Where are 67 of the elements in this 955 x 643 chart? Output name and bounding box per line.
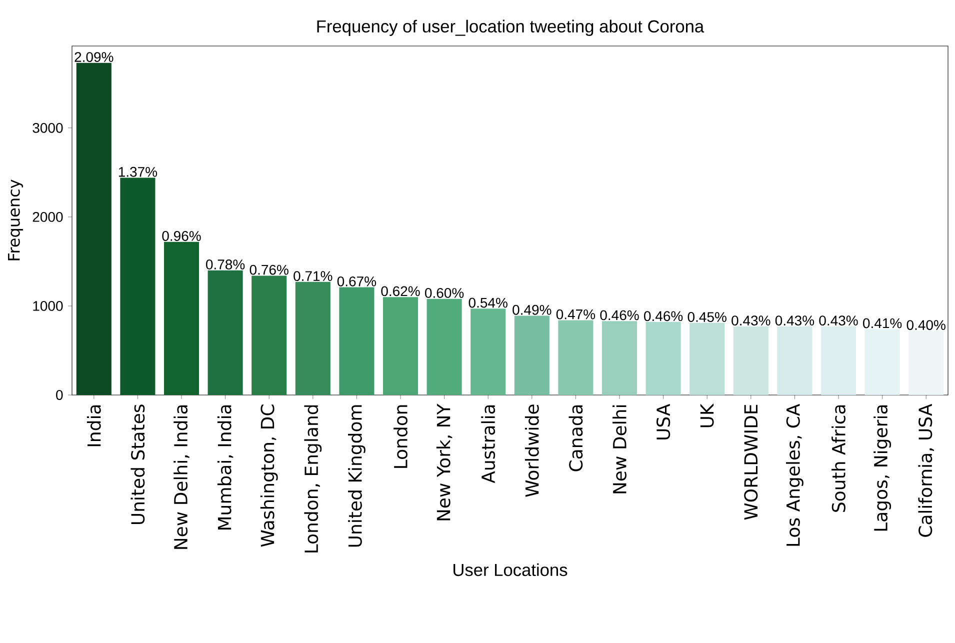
annotation: 0.71% — [294, 271, 332, 282]
bar — [558, 320, 594, 395]
y-tick-label: 0 — [56, 390, 63, 400]
bar — [908, 330, 944, 395]
annotation: 0.60% — [425, 288, 464, 298]
annotation: 0.43% — [775, 316, 814, 326]
bar — [864, 329, 900, 395]
annotation: 0.96% — [162, 231, 201, 241]
annotation: 0.47% — [556, 309, 596, 320]
x-tick-label: California, USA — [918, 404, 934, 537]
x-tick-label: London, England — [304, 405, 322, 552]
bar — [777, 326, 812, 395]
x-tick-label: Lagos, Nigeria — [874, 405, 892, 531]
annotation: 0.43% — [732, 316, 770, 326]
x-axis-title: User Locations — [454, 563, 568, 576]
x-tick-label: Washington, DC — [260, 404, 278, 547]
x-tick-label: New York, NY — [436, 404, 452, 520]
bar — [426, 298, 462, 395]
annotation: 0.78% — [206, 260, 245, 270]
x-tick-label: Australia — [481, 405, 496, 484]
bar — [164, 242, 200, 395]
x-tick-label: London — [394, 405, 408, 468]
bar — [208, 270, 243, 395]
annotation: 0.46% — [644, 311, 683, 322]
y-tick-label: 3000 — [32, 122, 63, 133]
bar — [820, 326, 856, 395]
annotation: 0.62% — [381, 286, 420, 296]
bar — [120, 178, 156, 395]
y-tick-label: 1000 — [33, 301, 63, 311]
x-tick-label: United Kingdom — [348, 405, 366, 547]
bar — [470, 308, 506, 395]
annotation: 0.40% — [906, 320, 946, 330]
bar — [295, 282, 330, 395]
bar — [514, 316, 550, 395]
x-tick-label: South Africa — [832, 405, 846, 512]
x-tick-label: Worldwide — [524, 404, 539, 497]
x-tick-label: Canada — [568, 405, 583, 472]
bar — [339, 287, 374, 395]
x-tick-label: United States — [130, 404, 145, 524]
x-tick-label: India — [86, 405, 101, 446]
x-tick-label: Mumbai, India — [217, 405, 234, 530]
x-tick-label: WORLDWIDE — [744, 404, 758, 520]
annotation: 0.54% — [468, 298, 508, 308]
x-tick-label: New Delhi, India — [174, 405, 190, 549]
bar — [646, 322, 681, 395]
annotation: 0.41% — [863, 318, 902, 328]
annotation: 1.37% — [118, 166, 158, 177]
y-tick-label: 2000 — [32, 212, 63, 222]
bar — [690, 322, 725, 395]
bar — [602, 321, 638, 395]
x-tick-label: New Delhi — [612, 405, 626, 494]
x-tick-label: USA — [656, 404, 670, 440]
y-axis-title: Frequency — [8, 180, 23, 260]
chart-title: Frequency of user_location tweeting about Corona — [317, 20, 704, 36]
bar — [252, 276, 287, 395]
bar — [382, 297, 418, 395]
annotation: 0.43% — [819, 316, 858, 326]
x-tick-label: UK — [700, 403, 714, 428]
x-tick-label: Los Angeles, CA — [786, 404, 804, 546]
bar — [76, 62, 112, 395]
annotation: 0.45% — [688, 312, 726, 322]
annotation: 0.67% — [337, 276, 376, 286]
bar — [733, 326, 768, 395]
annotation: 2.09% — [74, 52, 114, 62]
annotation: 0.76% — [250, 264, 288, 275]
annotation: 0.49% — [512, 304, 552, 315]
annotation: 0.46% — [600, 310, 639, 320]
